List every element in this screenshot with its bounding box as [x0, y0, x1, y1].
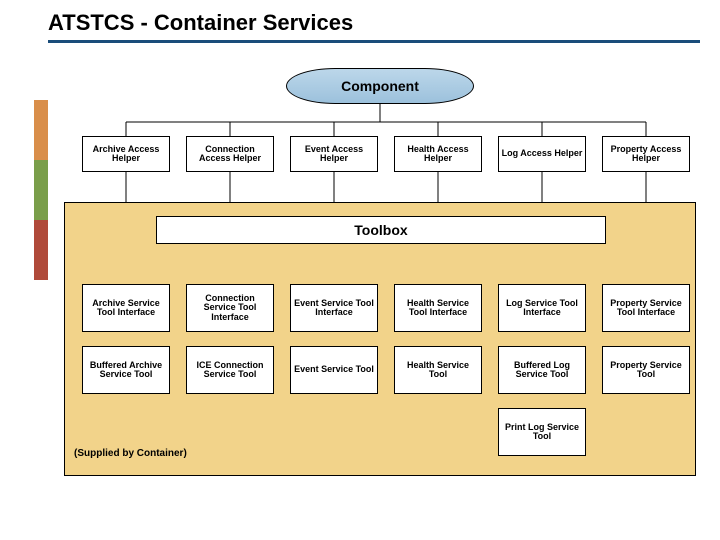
- tool-node: Buffered Archive Service Tool: [82, 346, 170, 394]
- tool-node: Event Service Tool: [290, 346, 378, 394]
- interface-node: Archive Service Tool Interface: [82, 284, 170, 332]
- helper-node: Archive Access Helper: [82, 136, 170, 172]
- tool-label: Event Service Tool: [294, 365, 374, 374]
- helper-node: Log Access Helper: [498, 136, 586, 172]
- interface-node: Event Service Tool Interface: [290, 284, 378, 332]
- tool-label: Print Log Service Tool: [501, 423, 583, 442]
- interface-node: Connection Service Tool Interface: [186, 284, 274, 332]
- diagram: Component Archive Access Helper Connecti…: [52, 56, 698, 526]
- interface-label: Archive Service Tool Interface: [85, 299, 167, 318]
- interface-label: Log Service Tool Interface: [501, 299, 583, 318]
- tool-label: ICE Connection Service Tool: [189, 361, 271, 380]
- page-title: ATSTCS - Container Services: [0, 0, 720, 40]
- helper-node: Health Access Helper: [394, 136, 482, 172]
- helper-node: Event Access Helper: [290, 136, 378, 172]
- tool-node: Health Service Tool: [394, 346, 482, 394]
- tool-label: Buffered Archive Service Tool: [85, 361, 167, 380]
- interface-label: Connection Service Tool Interface: [189, 294, 271, 322]
- interface-node: Log Service Tool Interface: [498, 284, 586, 332]
- interface-node: Health Service Tool Interface: [394, 284, 482, 332]
- tool-node-extra: Print Log Service Tool: [498, 408, 586, 456]
- interface-label: Event Service Tool Interface: [293, 299, 375, 318]
- component-node: Component: [286, 68, 474, 104]
- helper-label: Property Access Helper: [605, 145, 687, 164]
- toolbox-label: Toolbox: [354, 223, 407, 238]
- supplied-note: (Supplied by Container): [74, 448, 187, 459]
- helper-label: Health Access Helper: [397, 145, 479, 164]
- tool-node: Buffered Log Service Tool: [498, 346, 586, 394]
- helper-node: Connection Access Helper: [186, 136, 274, 172]
- tool-node: ICE Connection Service Tool: [186, 346, 274, 394]
- interface-label: Property Service Tool Interface: [605, 299, 687, 318]
- tool-label: Buffered Log Service Tool: [501, 361, 583, 380]
- helper-label: Log Access Helper: [502, 149, 583, 158]
- helper-label: Archive Access Helper: [85, 145, 167, 164]
- helper-label: Event Access Helper: [293, 145, 375, 164]
- side-accent: [34, 100, 48, 280]
- toolbox-label-node: Toolbox: [156, 216, 606, 244]
- interface-node: Property Service Tool Interface: [602, 284, 690, 332]
- helper-node: Property Access Helper: [602, 136, 690, 172]
- helper-label: Connection Access Helper: [189, 145, 271, 164]
- tool-node: Property Service Tool: [602, 346, 690, 394]
- interface-label: Health Service Tool Interface: [397, 299, 479, 318]
- tool-label: Health Service Tool: [397, 361, 479, 380]
- tool-label: Property Service Tool: [605, 361, 687, 380]
- title-underline: [48, 40, 700, 43]
- component-label: Component: [341, 79, 419, 94]
